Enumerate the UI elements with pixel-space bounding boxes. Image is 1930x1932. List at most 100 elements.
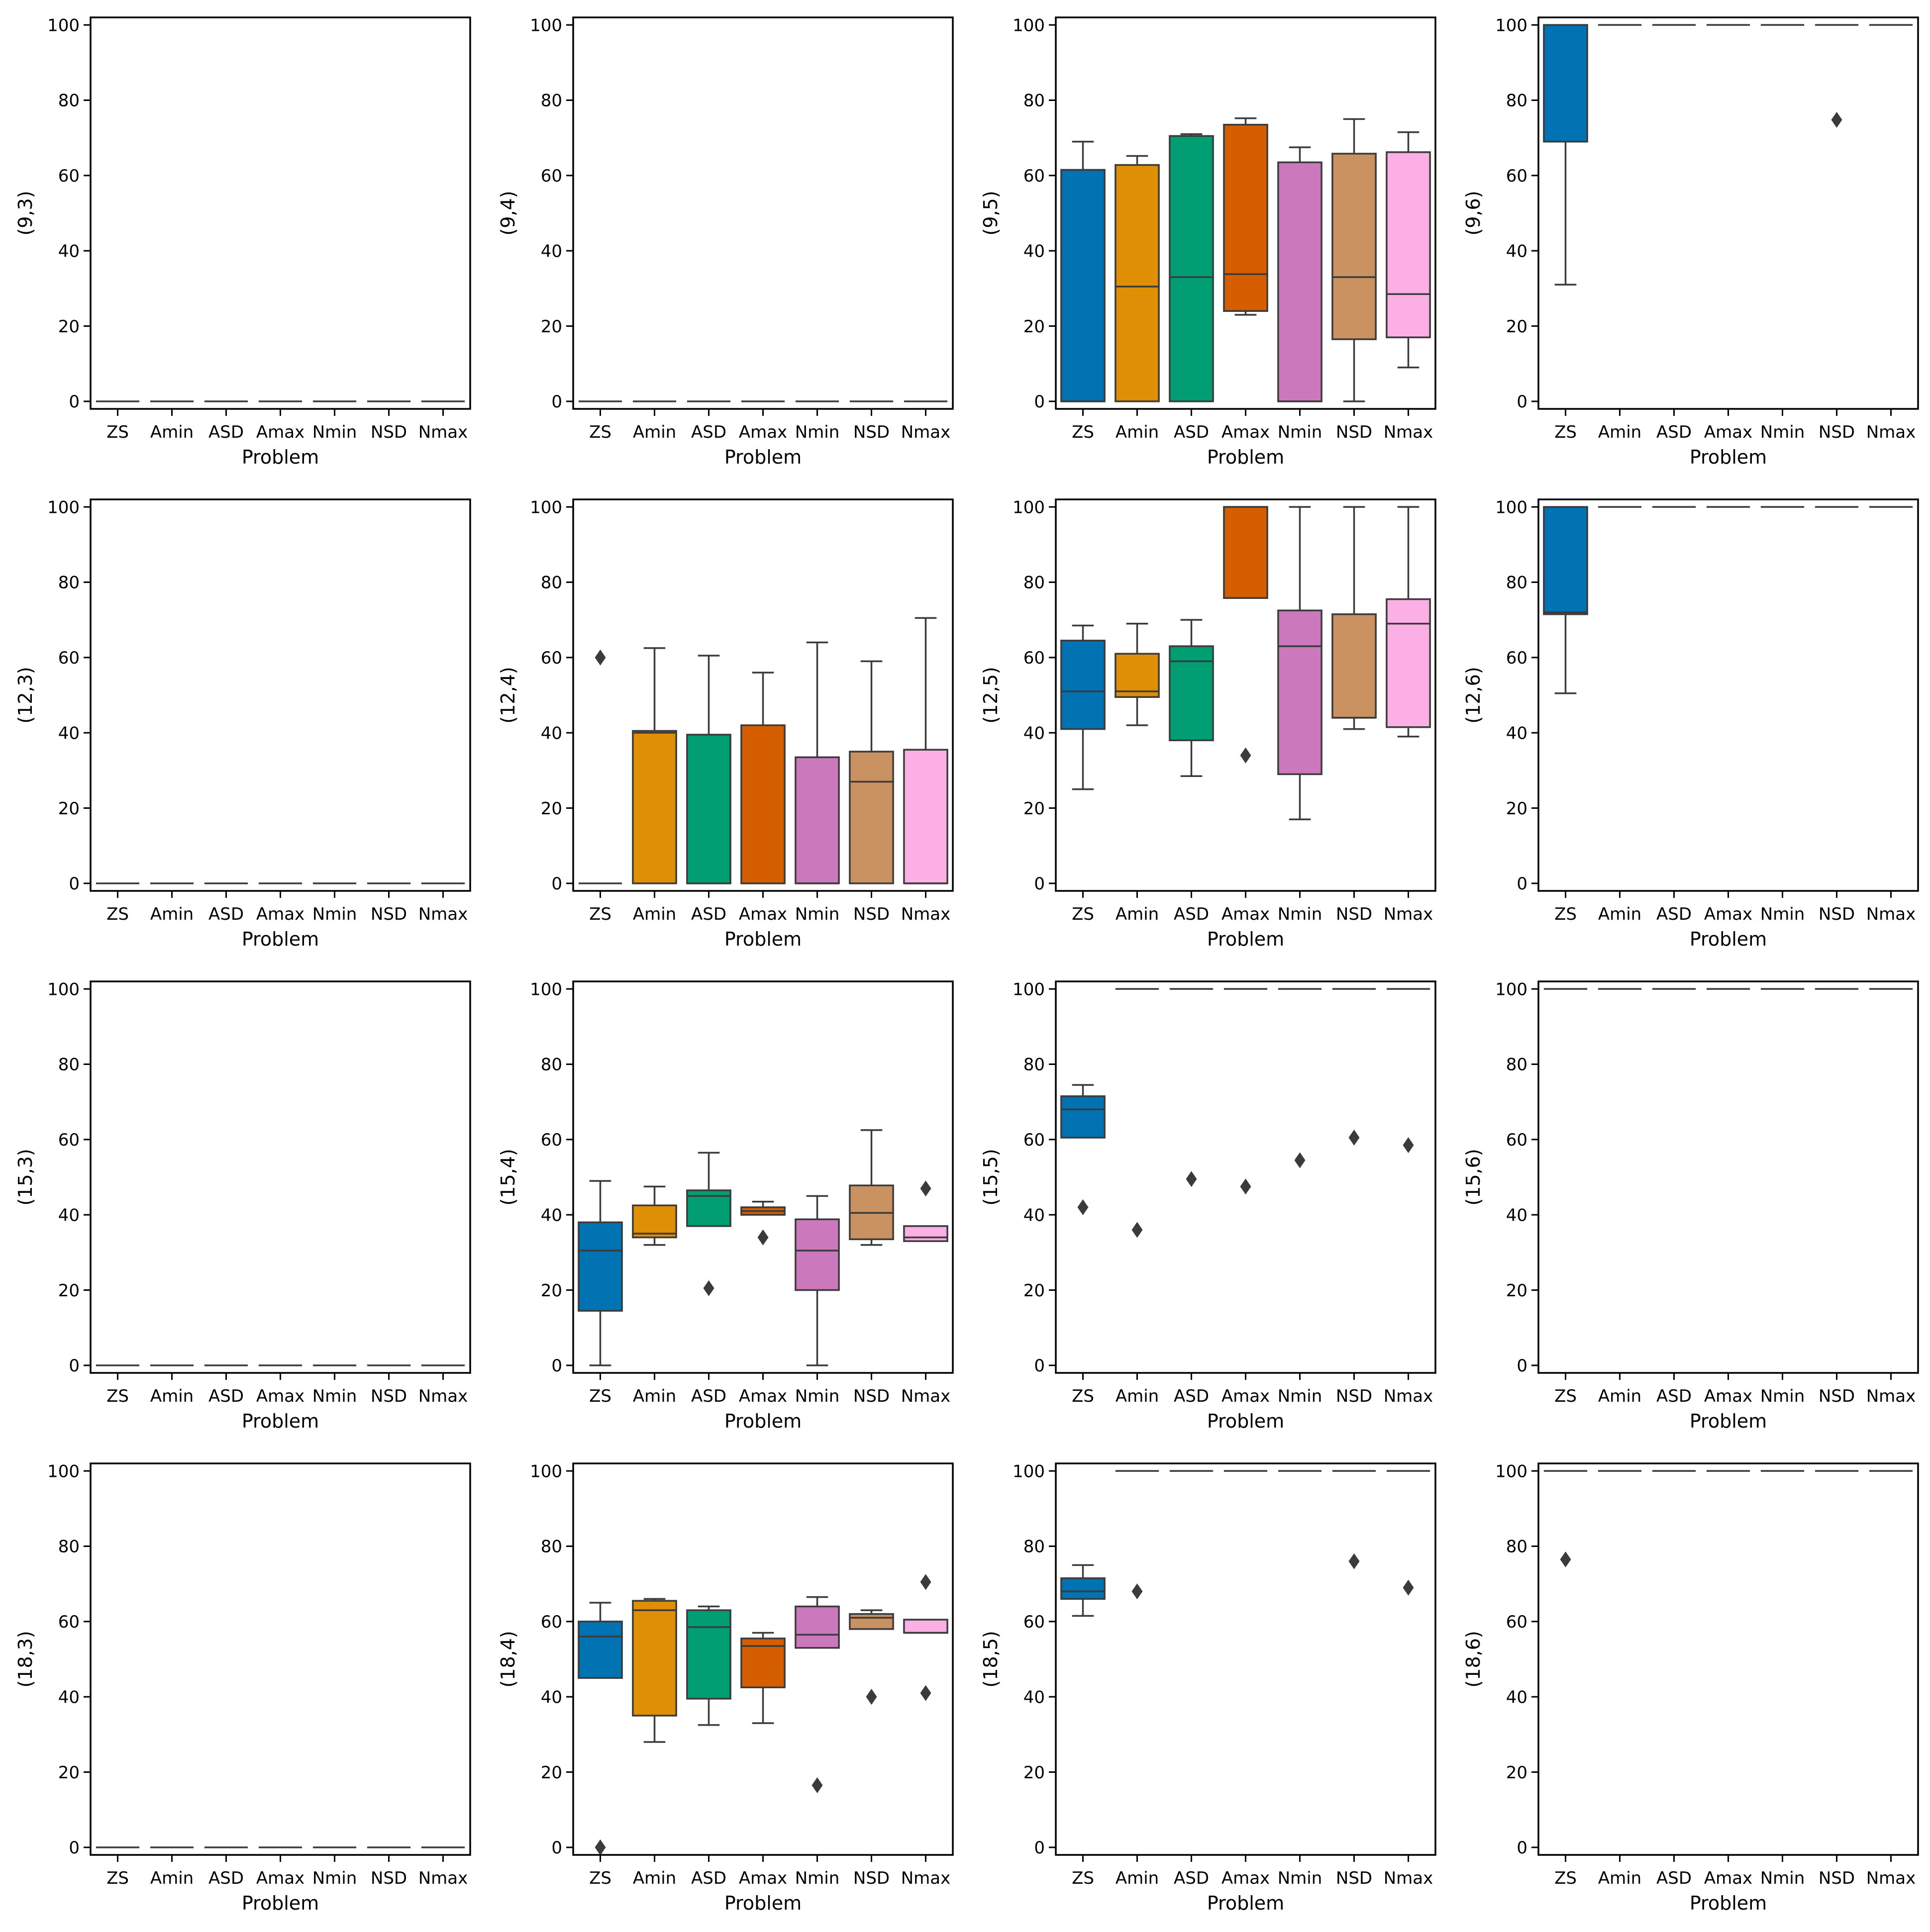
y-tick-label: 20 [58, 1763, 80, 1783]
x-tick-label: Nmax [1866, 1386, 1916, 1406]
box-body [1386, 151, 1431, 338]
y-tick-label: 0 [69, 1356, 80, 1376]
x-tick-label: ZS [589, 422, 611, 442]
x-tick-label: Amax [256, 1868, 305, 1888]
x-tick-label: Amax [739, 1868, 787, 1888]
box-Nmax [1386, 131, 1431, 369]
y-tick-label: 60 [1506, 166, 1527, 186]
x-tick-label: Nmin [1278, 422, 1322, 442]
box-NSD [1331, 506, 1377, 730]
x-tick-label: Nmin [312, 1868, 357, 1888]
x-axis-title: Problem [1207, 928, 1284, 950]
axes-frame [90, 980, 471, 1374]
x-tick-label: Nmin [795, 422, 840, 442]
x-tick-label: Nmax [1384, 422, 1433, 442]
subplot: 0 20 40 60 80 100 ZS Amin ASD Amax Nmin NSD Nmax Prob… [1462, 979, 1919, 1432]
box-Nmax [903, 617, 948, 884]
y-tick-label: 20 [58, 799, 80, 819]
x-tick-label: Nmax [901, 1868, 951, 1888]
x-tick-label: Nmin [795, 904, 840, 924]
x-tick-label: Amin [633, 422, 676, 442]
x-axis-title: Problem [242, 1410, 319, 1432]
y-axis-title: (12,6) [1462, 667, 1484, 723]
y-tick-label: 20 [1506, 1281, 1527, 1301]
box-body [1060, 640, 1106, 730]
box-NSD [1331, 118, 1377, 402]
box-body [578, 1621, 623, 1679]
outlier-point [1294, 1152, 1306, 1168]
box-body [1543, 506, 1588, 615]
x-tick-label: ZS [1072, 1386, 1094, 1406]
box-Amax [1223, 506, 1268, 764]
box-body [795, 1605, 840, 1649]
box-NSD [1332, 988, 1376, 1146]
x-tick-label: Amin [1116, 904, 1159, 924]
x-tick-label: Amin [150, 1868, 194, 1888]
box-Amin [632, 647, 677, 884]
y-tick-label: 20 [541, 1763, 562, 1783]
box-ZS [1543, 506, 1588, 694]
x-tick-label: NSD [1336, 904, 1372, 924]
outlier-point [920, 1685, 931, 1701]
x-tick-label: Amax [1221, 904, 1270, 924]
x-tick-label: ASD [1656, 422, 1692, 442]
box-Nmin [1277, 146, 1322, 402]
box-body [1060, 1577, 1106, 1600]
box-body [795, 1218, 840, 1291]
x-tick-label: ASD [208, 1386, 244, 1406]
box-ZS [1060, 1084, 1106, 1216]
box-Nmin [1277, 506, 1322, 820]
y-tick-label: 80 [1023, 1055, 1045, 1075]
x-tick-label: Amin [1116, 1386, 1159, 1406]
x-tick-label: ZS [1072, 1868, 1094, 1888]
y-axis-title: (15,4) [497, 1149, 519, 1205]
box-body [1169, 645, 1214, 742]
y-tick-label: 60 [541, 648, 562, 668]
y-tick-label: 60 [1506, 1612, 1527, 1632]
y-tick-label: 20 [58, 1281, 80, 1301]
x-tick-label: Nmax [1384, 1868, 1433, 1888]
box-body [1060, 1095, 1106, 1139]
y-tick-label: 80 [541, 1537, 562, 1557]
y-tick-label: 0 [1517, 1356, 1527, 1376]
y-axis-title: (12,3) [14, 667, 36, 723]
x-tick-label: Amax [1221, 1868, 1270, 1888]
x-tick-label: Amax [739, 904, 787, 924]
subplot: 0 20 40 60 80 100 ZS Amin ASD Amax Nmin NSD Nmax Prob… [14, 497, 471, 950]
x-tick-label: ASD [1174, 904, 1209, 924]
outlier-point [920, 1180, 931, 1197]
y-tick-label: 20 [541, 799, 562, 819]
x-tick-label: ZS [1554, 422, 1577, 442]
box-ZS [578, 1602, 623, 1855]
y-tick-label: 20 [1506, 1763, 1527, 1783]
x-tick-label: Amax [1704, 1386, 1752, 1406]
box-Amin [1115, 1470, 1159, 1600]
subplot: 0 20 40 60 80 100 ZS Amin ASD Amax Nmin NSD Nmax Prob… [980, 979, 1436, 1432]
x-tick-label: ZS [1554, 904, 1577, 924]
x-tick-label: Nmin [1278, 904, 1322, 924]
x-tick-label: Amin [633, 1868, 676, 1888]
y-tick-label: 0 [69, 392, 80, 412]
y-axis-title: (18,4) [497, 1631, 519, 1687]
y-tick-label: 80 [58, 1055, 80, 1075]
x-tick-label: NSD [371, 904, 407, 924]
x-axis-title: Problem [1207, 1892, 1284, 1914]
x-tick-label: Amin [1598, 422, 1641, 442]
y-tick-label: 80 [58, 1537, 80, 1557]
x-tick-label: NSD [1819, 1386, 1855, 1406]
outlier-point [1077, 1199, 1089, 1216]
axes-frame [1537, 16, 1919, 410]
x-axis-title: Problem [242, 446, 319, 468]
y-tick-label: 60 [541, 1612, 562, 1632]
y-tick-label: 40 [1023, 1687, 1045, 1707]
x-axis-title: Problem [242, 928, 319, 950]
outlier-point [1131, 1222, 1143, 1238]
y-tick-label: 60 [1506, 1130, 1527, 1150]
x-tick-label: Nmax [901, 1386, 951, 1406]
x-tick-label: NSD [371, 1868, 407, 1888]
y-tick-label: 80 [1506, 1055, 1527, 1075]
box-ZS [1060, 624, 1106, 790]
y-tick-label: 100 [47, 497, 80, 517]
x-tick-label: Nmin [1760, 422, 1805, 442]
